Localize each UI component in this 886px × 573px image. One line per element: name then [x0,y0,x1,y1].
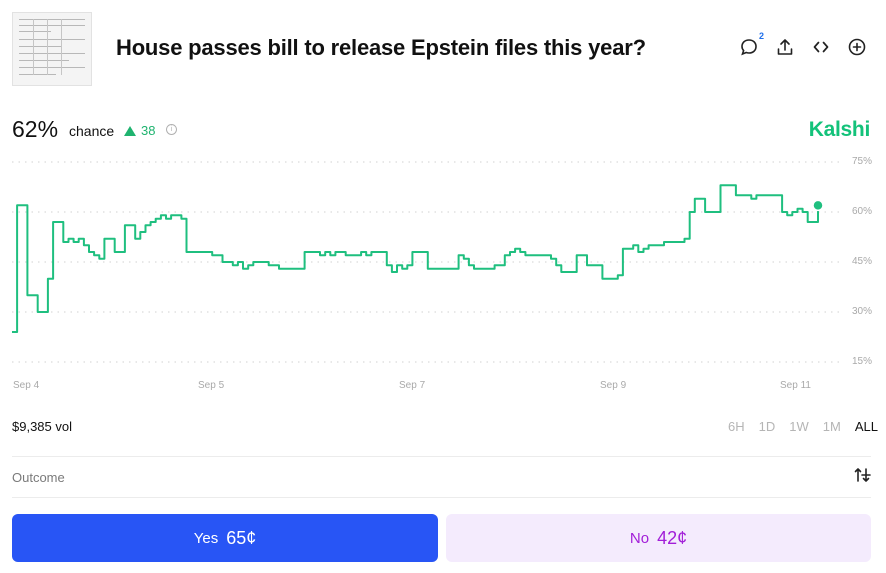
embed-icon [813,41,829,53]
probability-change: 38 [124,123,155,138]
range-6h[interactable]: 6H [728,419,745,434]
x-tick-label: Sep 7 [399,380,426,391]
x-tick-label: Sep 11 [780,380,811,391]
yes-label: Yes [193,529,219,547]
buy-yes-button[interactable]: Yes 65¢ [12,514,438,562]
x-tick-label: Sep 4 [13,380,40,391]
up-arrow-icon [124,125,136,136]
y-tick-label: 30% [851,306,872,317]
share-button[interactable] [774,36,796,58]
range-1m[interactable]: 1M [822,419,841,434]
add-button[interactable] [846,36,868,58]
y-tick-label: 45% [851,256,872,267]
outcome-header: Outcome [12,456,871,498]
current-price-dot [812,199,824,212]
y-tick-label: 75% [851,156,872,167]
embed-button[interactable] [810,36,832,58]
info-icon[interactable]: i [166,124,177,135]
x-tick-label: Sep 5 [198,380,225,391]
comment-icon [741,39,757,56]
share-icon [777,39,793,55]
change-value: 38 [141,123,156,138]
range-1w[interactable]: 1W [789,419,809,434]
time-range-selector: 6H 1D 1W 1M ALL [728,419,878,434]
y-tick-label: 15% [851,356,872,367]
buy-no-button[interactable]: No 42¢ [446,514,871,562]
sort-button[interactable] [853,466,871,489]
outcome-label: Outcome [12,469,65,485]
market-thumbnail [12,12,92,86]
range-1d[interactable]: 1D [758,419,776,434]
yes-price: 65¢ [226,527,257,548]
volume-text: $9,385 vol [12,419,72,434]
comment-count-badge: 2 [758,31,764,41]
header-actions: 2 [738,31,868,58]
brand-logo: Kalshi [808,118,871,141]
price-line [12,184,819,333]
add-icon [848,38,866,56]
comment-button[interactable]: 2 [738,31,764,58]
no-label: No [629,529,650,547]
price-chart [12,161,842,363]
chance-label: chance [69,123,115,139]
probability-value: 62% [12,116,59,142]
no-price: 42¢ [657,527,688,548]
y-tick-label: 60% [851,206,872,217]
market-title: House passes bill to release Epstein fil… [116,35,646,60]
range-all[interactable]: ALL [854,419,878,434]
sort-icon [854,467,871,482]
x-tick-label: Sep 9 [600,380,627,391]
